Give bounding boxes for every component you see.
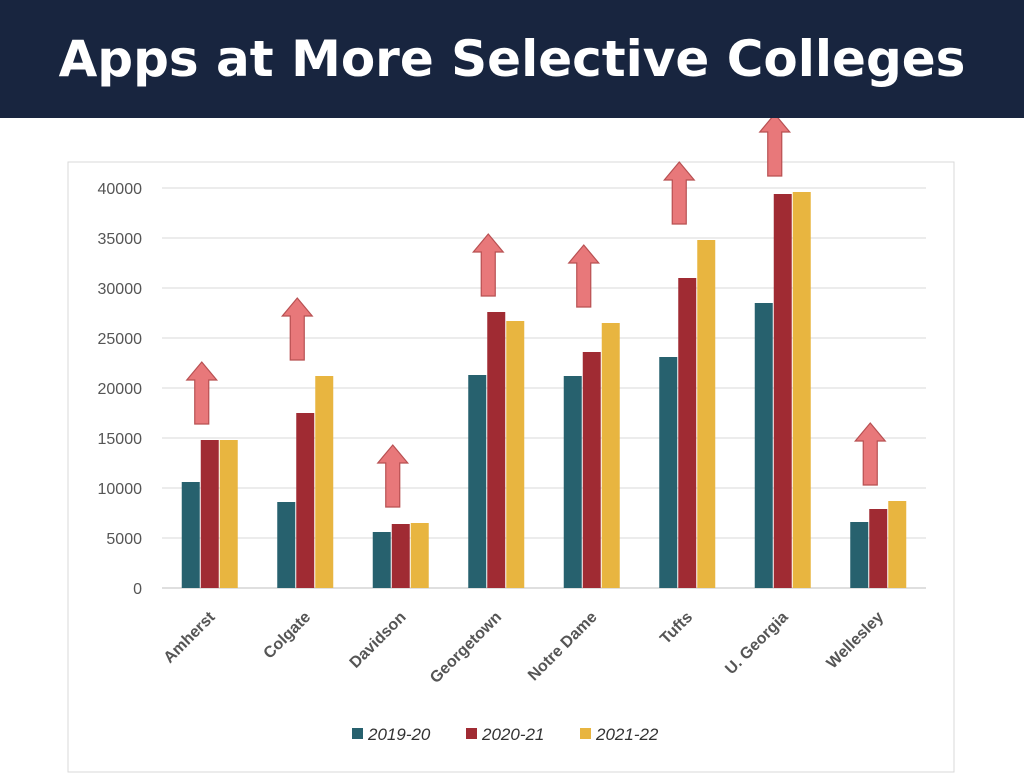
y-tick-label: 10000 (98, 481, 143, 498)
bar-2019-20-u-georgia (754, 303, 773, 588)
bar-2021-22-amherst (219, 440, 238, 588)
bar-2020-21-wellesley (869, 509, 888, 588)
bar-2020-21-tufts (678, 278, 697, 588)
up-arrow-icon (853, 422, 887, 486)
bar-2019-20-georgetown (468, 375, 487, 588)
y-tick-label: 5000 (106, 531, 142, 548)
up-arrow-icon (758, 118, 792, 177)
bar-2020-21-u-georgia (773, 194, 792, 588)
bar-2019-20-wellesley (850, 522, 869, 588)
bar-2019-20-notre-dame (563, 376, 582, 588)
y-tick-label: 25000 (98, 331, 143, 348)
up-arrow-icon (376, 444, 410, 508)
bar-2021-22-u-georgia (792, 192, 811, 588)
y-tick-label: 30000 (98, 281, 143, 298)
bar-2021-22-notre-dame (601, 323, 620, 588)
bar-2019-20-tufts (659, 357, 678, 588)
y-tick-label: 0 (133, 581, 142, 598)
up-arrow-icon (185, 361, 219, 425)
bar-2021-22-colgate (315, 376, 334, 588)
up-arrow-icon (567, 244, 601, 308)
bar-chart: 0 5000 10000 15000 20000 25000 30000 35000 40000… (67, 118, 955, 773)
bar-2020-21-amherst (200, 440, 219, 588)
bar-2020-21-notre-dame (582, 352, 601, 588)
page-title: Apps at More Selective Colleges (58, 30, 966, 88)
up-arrow-icon (280, 297, 314, 361)
bar-2021-22-tufts (697, 240, 716, 588)
chart-area: 0 5000 10000 15000 20000 25000 30000 35000 40000… (0, 118, 1024, 775)
legend-label: 2019-20 (367, 725, 431, 744)
bar-2021-22-georgetown (506, 321, 525, 588)
legend-label: 2021-22 (595, 725, 659, 744)
up-arrow-icon (662, 161, 696, 225)
y-tick-label: 20000 (98, 381, 143, 398)
bar-2019-20-davidson (372, 532, 391, 588)
bar-2020-21-colgate (296, 413, 315, 588)
y-tick-label: 40000 (98, 181, 143, 198)
legend-swatch (352, 728, 363, 739)
legend-swatch (580, 728, 591, 739)
bar-2021-22-davidson (410, 523, 429, 588)
bar-2019-20-colgate (277, 502, 296, 588)
legend-swatch (466, 728, 477, 739)
y-tick-label: 15000 (98, 431, 143, 448)
title-banner: Apps at More Selective Colleges (0, 0, 1024, 118)
y-tick-label: 35000 (98, 231, 143, 248)
up-arrow-icon (471, 233, 505, 297)
bar-2019-20-amherst (181, 482, 200, 588)
bar-2020-21-davidson (391, 524, 410, 588)
legend-label: 2020-21 (481, 725, 544, 744)
bar-2020-21-georgetown (487, 312, 506, 588)
bar-2021-22-wellesley (888, 501, 907, 588)
